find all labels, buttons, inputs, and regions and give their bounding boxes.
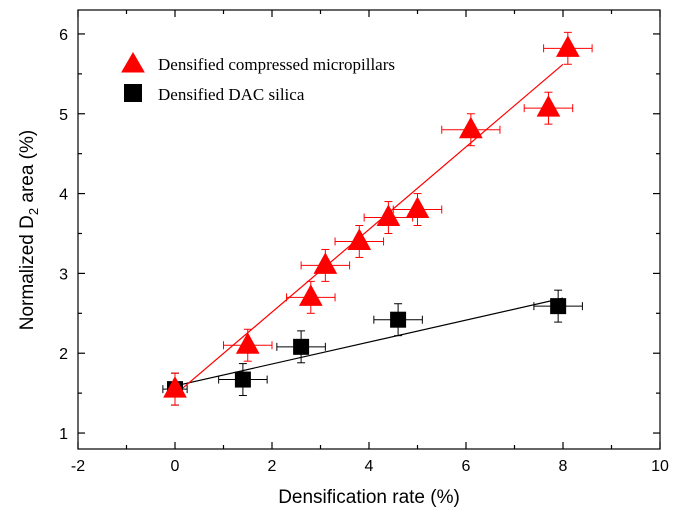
- data-point-triangle: [298, 284, 323, 306]
- y-axis-title-subscript: 2: [26, 208, 41, 215]
- data-point-square: [390, 311, 407, 328]
- x-axis-title: Densification rate (%): [278, 487, 460, 508]
- data-point-triangle: [536, 95, 561, 117]
- x-tick-label: -2: [71, 458, 85, 475]
- fit-lines: [174, 63, 564, 396]
- data-point-triangle: [313, 252, 338, 274]
- fit-line-micropillars: [174, 63, 564, 396]
- y-axis-title-unit: area (%): [17, 130, 38, 208]
- legend: Densified compressed micropillars Densif…: [121, 52, 395, 104]
- y-tick-label: 3: [59, 266, 68, 283]
- y-tick-label: 1: [59, 426, 68, 443]
- legend-marker-dac-silica: [124, 84, 142, 102]
- y-axis-title-main: Normalized D: [17, 215, 38, 330]
- x-tick-label: 6: [462, 458, 471, 475]
- data-point-square: [234, 371, 251, 388]
- x-tick-label: 0: [171, 458, 180, 475]
- data-point-square: [550, 298, 567, 315]
- legend-marker-micropillars: [121, 52, 145, 73]
- data-point-triangle: [405, 196, 430, 219]
- fit-line-dac-silica: [174, 297, 564, 387]
- data-point-triangle: [347, 228, 372, 250]
- y-tick-label: 4: [59, 187, 68, 204]
- legend-label-micropillars: Densified compressed micropillars: [158, 55, 395, 74]
- data-point-triangle: [556, 35, 580, 57]
- data-markers: [163, 35, 580, 398]
- y-tick-label: 6: [59, 27, 68, 44]
- legend-label-dac-silica: Densified DAC silica: [158, 85, 305, 104]
- x-tick-label: 4: [365, 458, 374, 475]
- x-tick-label: 8: [559, 458, 568, 475]
- y-tick-label: 5: [59, 107, 68, 124]
- data-point-triangle: [163, 376, 187, 398]
- y-tick-label: 2: [59, 346, 68, 363]
- data-point-triangle: [376, 204, 401, 227]
- data-point-triangle: [235, 332, 260, 354]
- data-point-triangle: [459, 116, 483, 139]
- data-point-square: [293, 338, 310, 355]
- x-tick-label: 2: [268, 458, 277, 475]
- x-tick-label: 10: [651, 458, 669, 475]
- y-axis-title: Normalized D2 area (%): [17, 130, 41, 330]
